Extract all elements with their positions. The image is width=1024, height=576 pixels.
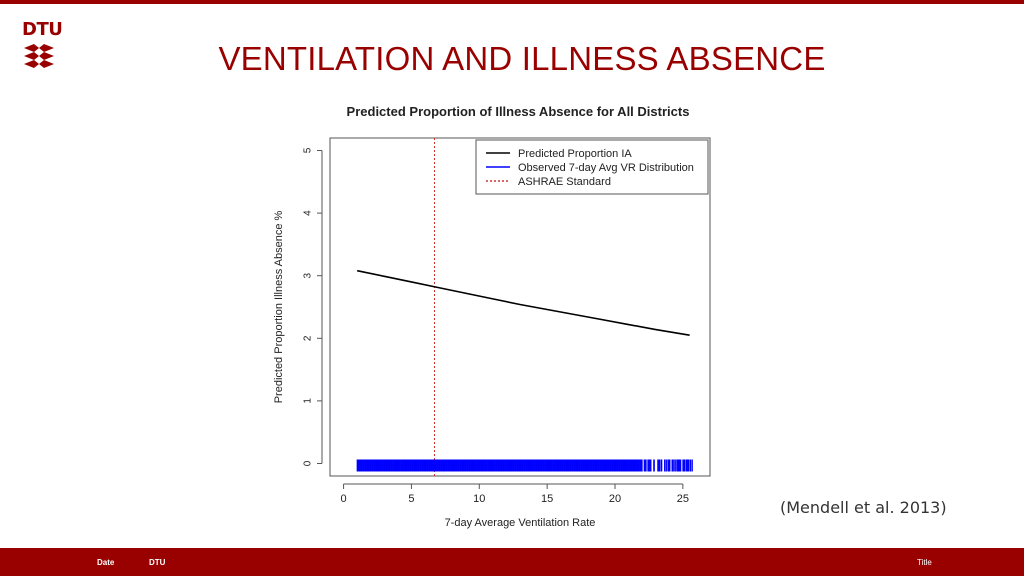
- observed-vr-rug: [357, 459, 692, 471]
- y-axis: 0 1 2 3 4 5: [303, 147, 322, 466]
- y-tick-label-2: 2: [303, 335, 314, 341]
- y-axis-label: Predicted Proportion Illness Absence %: [273, 210, 285, 403]
- x-axis-label: 7-day Average Ventilation Rate: [445, 517, 596, 529]
- chart-title: Predicted Proportion of Illness Absence …: [347, 104, 690, 119]
- x-tick-label-0: 0: [341, 493, 347, 505]
- x-tick-label-2: 10: [473, 493, 485, 505]
- x-axis: 0 5 10 15 20 25: [341, 484, 689, 505]
- y-tick-label-4: 4: [303, 210, 314, 216]
- legend-label-2: ASHRAE Standard: [518, 176, 611, 188]
- legend: Predicted Proportion IA Observed 7-day Av…: [476, 140, 708, 194]
- top-accent-bar: [0, 0, 1024, 4]
- footer-org: DTU: [149, 558, 165, 567]
- footer-date: Date: [97, 558, 114, 567]
- citation: (Mendell et al. 2013): [780, 498, 947, 517]
- page-title: VENTILATION AND ILLNESS ABSENCE: [0, 40, 1024, 78]
- y-tick-label-0: 0: [303, 460, 314, 466]
- x-tick-label-4: 20: [609, 493, 621, 505]
- x-tick-label-5: 25: [677, 493, 689, 505]
- footer-title: Title: [917, 558, 932, 567]
- x-tick-label-3: 15: [541, 493, 553, 505]
- predicted-proportion-line: [357, 271, 689, 335]
- legend-label-1: Observed 7-day Avg VR Distribution: [518, 162, 694, 174]
- y-tick-label-5: 5: [303, 147, 314, 153]
- legend-label-0: Predicted Proportion IA: [518, 148, 632, 160]
- illness-absence-chart: Predicted Proportion of Illness Absence …: [268, 96, 718, 536]
- footer-bar: Date DTU Title: [0, 548, 1024, 576]
- y-tick-label-3: 3: [303, 272, 314, 278]
- x-tick-label-1: 5: [408, 493, 414, 505]
- y-tick-label-1: 1: [303, 398, 314, 404]
